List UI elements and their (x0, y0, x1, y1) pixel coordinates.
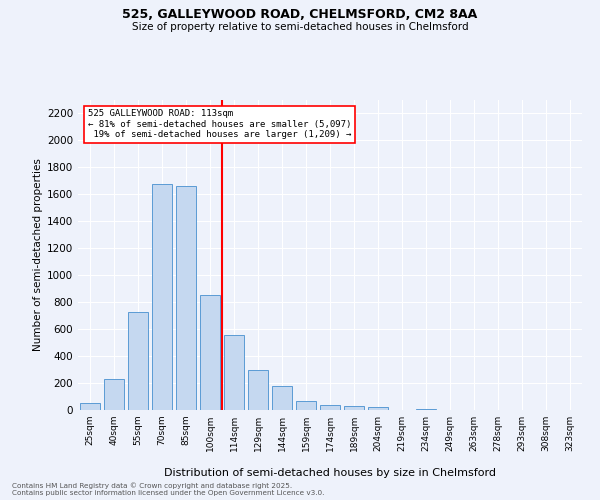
Bar (104, 379, 124, 410)
Bar (368, 408, 388, 410)
Bar (344, 406, 364, 410)
Bar (320, 404, 340, 410)
Text: 525, GALLEYWOOD ROAD, CHELMSFORD, CM2 8AA: 525, GALLEYWOOD ROAD, CHELMSFORD, CM2 8A… (122, 8, 478, 20)
Bar (128, 312, 148, 410)
Text: 525 GALLEYWOOD ROAD: 113sqm
← 81% of semi-detached houses are smaller (5,097)
 1: 525 GALLEYWOOD ROAD: 113sqm ← 81% of sem… (88, 110, 352, 139)
Bar (200, 296, 220, 410)
Text: Size of property relative to semi-detached houses in Chelmsford: Size of property relative to semi-detach… (131, 22, 469, 32)
Bar (224, 335, 244, 410)
Bar (248, 370, 268, 410)
Bar (272, 386, 292, 410)
Bar (152, 184, 172, 410)
Bar (296, 401, 316, 410)
Text: Distribution of semi-detached houses by size in Chelmsford: Distribution of semi-detached houses by … (164, 468, 496, 477)
Bar (176, 186, 196, 410)
Bar (416, 408, 436, 410)
Text: Contains HM Land Registry data © Crown copyright and database right 2025.: Contains HM Land Registry data © Crown c… (12, 482, 292, 489)
Text: Contains public sector information licensed under the Open Government Licence v3: Contains public sector information licen… (12, 490, 325, 496)
Y-axis label: Number of semi-detached properties: Number of semi-detached properties (33, 158, 43, 352)
Bar (80, 404, 100, 410)
